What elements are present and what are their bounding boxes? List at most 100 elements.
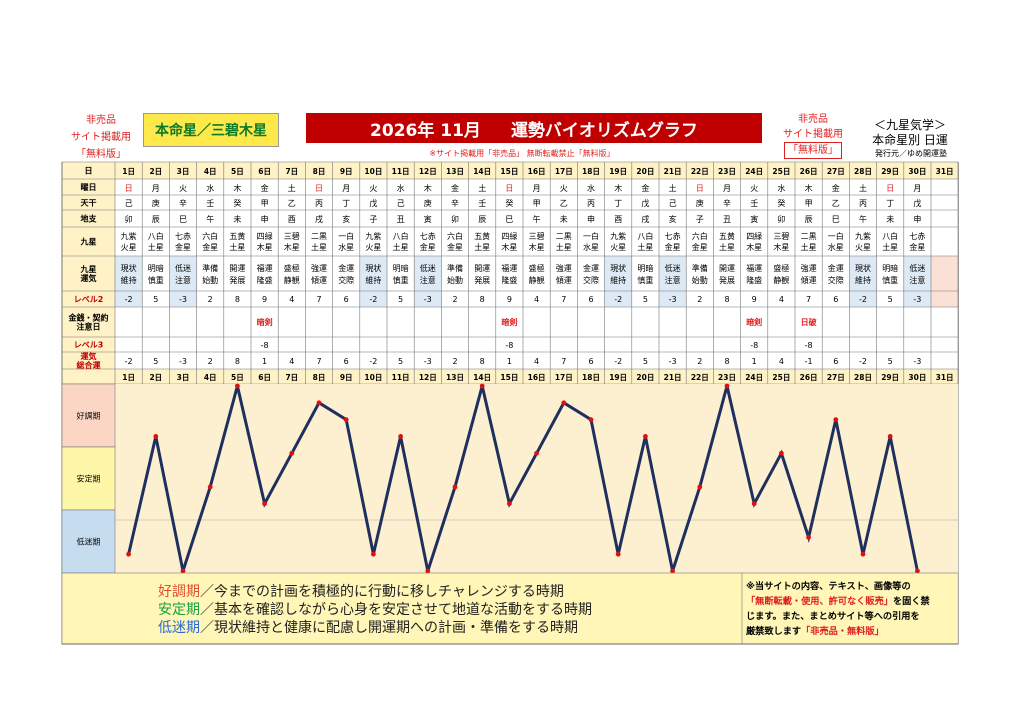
- total-cell: -3: [179, 357, 187, 366]
- unki-cell: 現状: [365, 263, 381, 273]
- level2-cell: 4: [289, 295, 294, 304]
- chishi-cell: 丑: [397, 215, 405, 224]
- disclaimer-line: じます。また、まとめサイト等への引用を: [746, 610, 920, 622]
- kyusei-cell: 金星: [175, 242, 191, 252]
- zone-band: [61, 446, 116, 511]
- disclaimer-line: 厳禁致します「非売品・無料版」: [745, 625, 884, 637]
- kyusei-cell: 六白: [447, 231, 463, 241]
- total-cell: 7: [316, 357, 321, 366]
- tenkan-cell: 甲: [533, 199, 541, 208]
- chishi-cell: 辰: [805, 215, 813, 224]
- unki-cell: 注意: [909, 275, 925, 285]
- chishi-cell: 酉: [288, 215, 296, 224]
- unki-cell: 隆盛: [746, 275, 762, 285]
- level2-cell: -3: [424, 295, 432, 304]
- total-cell: 1: [507, 357, 512, 366]
- day-header: 5日: [231, 167, 244, 176]
- kinsen-cell: 暗剣: [746, 317, 762, 327]
- day-header: 21日: [664, 167, 682, 176]
- day-header: 29日: [881, 167, 899, 176]
- kyusei-cell: 木星: [529, 242, 545, 252]
- kyusei-cell: 四緑: [501, 231, 517, 241]
- series-line: [127, 385, 919, 577]
- row-label-tenkan: 天干: [81, 199, 97, 208]
- day-header: 3日: [177, 167, 190, 176]
- data-point: [479, 383, 485, 389]
- unki-cell: 金運: [828, 263, 844, 273]
- right-badge-line3: 「無料版」: [784, 142, 842, 159]
- tenkan-cell: 辛: [723, 198, 731, 208]
- total-cell: 7: [561, 357, 566, 366]
- total-cell: 6: [833, 357, 838, 366]
- day-footer: 17日: [555, 373, 573, 382]
- level2-cell: 4: [779, 295, 784, 304]
- unki-cell: 傾運: [801, 276, 817, 285]
- kyusei-cell: 土星: [637, 242, 653, 252]
- unki-highlight: [903, 256, 931, 291]
- tenkan-cell: 己: [125, 199, 133, 208]
- unki-highlight: [169, 256, 197, 291]
- day-footer: 27日: [827, 373, 845, 382]
- kyusei-cell: 八白: [393, 231, 409, 241]
- chishi-cell: 午: [206, 214, 214, 224]
- day-header: 11日: [392, 167, 410, 176]
- kyusei-title-line1: ＜九星気学＞: [873, 118, 946, 132]
- kyusei-cell: 金星: [420, 242, 436, 252]
- total-cell: -3: [424, 357, 432, 366]
- row-label-unki: 九星: [80, 264, 97, 274]
- unki-cell: 発展: [474, 276, 490, 285]
- unki-cell: 維持: [121, 275, 137, 285]
- unki-cell: 傾運: [556, 276, 572, 285]
- level3-cell: -8: [505, 341, 513, 350]
- kyusei-cell: 土星: [148, 242, 164, 252]
- level2-cell: 8: [235, 295, 240, 304]
- level2-cell: 7: [316, 295, 321, 304]
- unki-cell: 金運: [338, 263, 354, 273]
- unki-cell: 始動: [202, 275, 218, 285]
- day-header: 24日: [745, 167, 763, 176]
- data-point: [724, 383, 730, 389]
- kyusei-cell: 火星: [610, 243, 626, 252]
- unki-cell: 強運: [801, 263, 817, 273]
- legend-line: 好調期／今までの計画を積極的に行動に移しチャレンジする時期: [158, 584, 564, 600]
- unki-highlight: [659, 256, 687, 291]
- day-footer: 22日: [691, 373, 709, 382]
- chishi-cell: 未: [886, 214, 894, 224]
- disclaimer-text: 厳禁致します: [745, 625, 801, 637]
- unki-highlight: [115, 256, 143, 291]
- kyusei-cell: 五黄: [474, 231, 490, 241]
- weekday-cell: 月: [723, 184, 731, 193]
- tenkan-cell: 辛: [179, 198, 187, 208]
- level2-highlight: [659, 291, 687, 307]
- kyusei-cell: 九紫: [855, 232, 871, 241]
- chishi-cell: 辰: [152, 215, 160, 224]
- weekday-cell: 木: [614, 183, 622, 193]
- title-date: 2026年 11月: [370, 120, 481, 141]
- day-header: 1日: [122, 167, 135, 176]
- kyusei-cell: 八白: [637, 231, 653, 241]
- unki-cell: 慎重: [393, 275, 409, 285]
- chishi-cell: 戌: [315, 214, 323, 224]
- kyusei-cell: 二黒: [801, 232, 817, 241]
- unki-cell: 開運: [474, 264, 490, 273]
- row-label-kinsen: 金銭・契約: [68, 313, 109, 323]
- tenkan-cell: 壬: [750, 198, 758, 208]
- total-cell: 2: [452, 357, 457, 366]
- weekday-cell: 土: [288, 183, 296, 193]
- weekday-cell: 水: [587, 183, 595, 193]
- honmei-label: 本命星／三碧木星: [143, 113, 279, 147]
- row-label-level3: レベル3: [74, 341, 104, 350]
- total-cell: 6: [344, 357, 349, 366]
- weekday-cell: 金: [451, 183, 459, 193]
- day-header: 12日: [419, 167, 437, 176]
- data-point: [806, 534, 811, 540]
- day-footer: 12日: [419, 373, 437, 382]
- day-footer: 7日: [285, 373, 298, 382]
- chishi-cell: 午: [859, 214, 867, 224]
- day-footer: 26日: [800, 373, 818, 382]
- kyusei-cell: 木星: [284, 242, 300, 252]
- chishi-cell: 申: [587, 214, 595, 224]
- day-row-bg: [62, 162, 959, 179]
- level2-cell: -3: [179, 295, 187, 304]
- total-cell: 5: [153, 357, 158, 366]
